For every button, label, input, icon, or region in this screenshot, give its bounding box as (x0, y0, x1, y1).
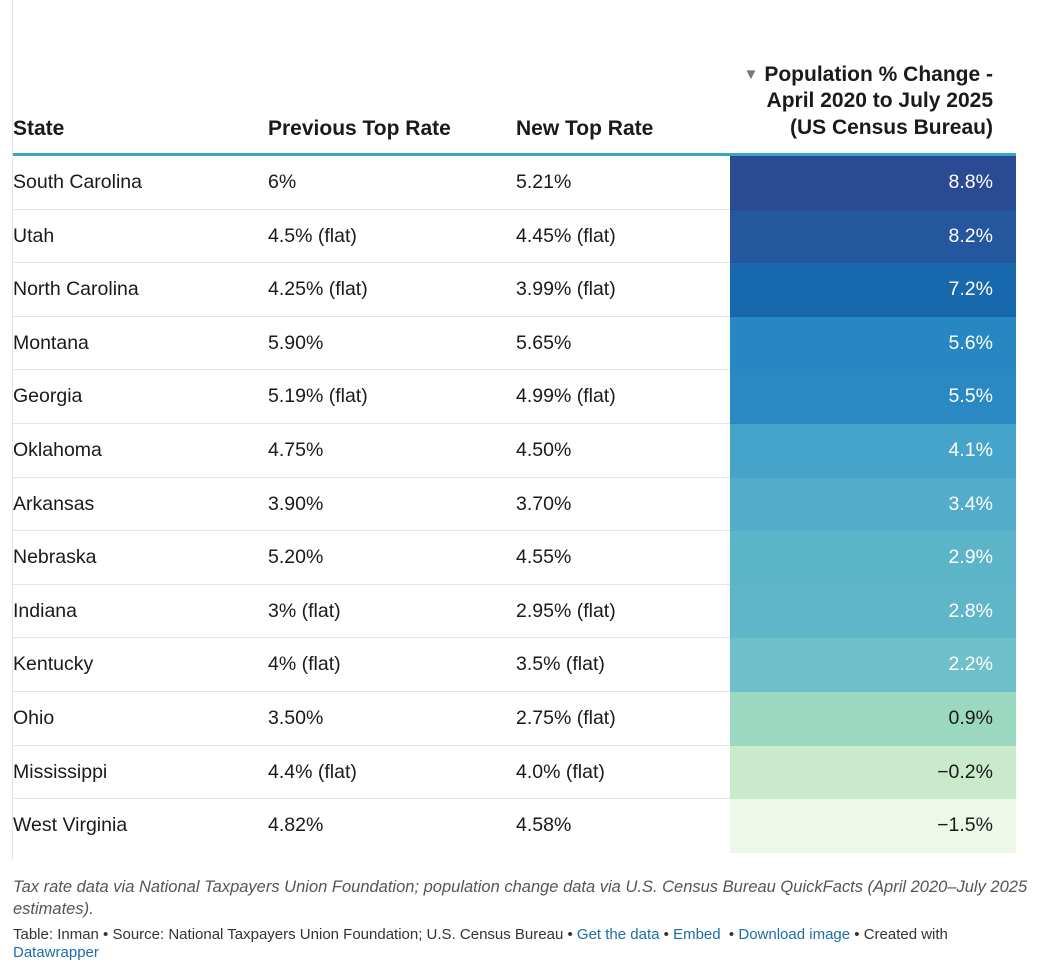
state-cell: Georgia (13, 385, 83, 408)
table-row: Nebraska 5.20% 4.55% 2.9% (13, 531, 1016, 585)
state-cell: Oklahoma (13, 438, 102, 461)
state-cell: Nebraska (13, 546, 97, 569)
state-cell: Montana (13, 331, 89, 354)
population-change-cell: −1.5% (730, 799, 1016, 853)
population-change-cell: −0.2% (730, 745, 1016, 800)
new-rate-cell: 2.75% (flat) (516, 706, 616, 729)
state-cell: North Carolina (13, 278, 139, 301)
population-change-cell: 2.8% (730, 584, 1016, 639)
footer-created-with: Created with (863, 926, 948, 943)
footer: Table: Inman • Source: National Taxpayer… (13, 926, 1033, 962)
previous-rate-cell: 4.25% (flat) (268, 278, 368, 301)
datawrapper-link[interactable]: Datawrapper (13, 944, 99, 961)
download-image-link[interactable]: Download image (738, 926, 851, 943)
footer-separator: • (659, 926, 674, 943)
new-rate-cell: 3.70% (516, 492, 572, 515)
sort-descending-icon[interactable]: ▼ (743, 65, 759, 83)
previous-rate-cell: 3% (flat) (268, 599, 341, 622)
state-cell: West Virginia (13, 814, 128, 837)
population-change-cell: 0.9% (730, 691, 1016, 746)
previous-rate-cell: 3.50% (268, 706, 324, 729)
footer-separator: • (98, 926, 113, 943)
table-row: Utah 4.5% (flat) 4.45% (flat) 8.2% (13, 209, 1016, 264)
previous-rate-cell: 4.4% (flat) (268, 760, 357, 783)
footer-separator: • (850, 926, 864, 943)
column-header-state[interactable]: State (13, 117, 65, 140)
new-rate-cell: 5.65% (516, 331, 572, 354)
population-change-cell: 5.6% (730, 316, 1016, 371)
previous-rate-cell: 4.82% (268, 814, 324, 837)
previous-rate-cell: 3.90% (268, 492, 324, 515)
new-rate-cell: 4.0% (flat) (516, 760, 605, 783)
population-change-cell: 2.2% (730, 638, 1016, 692)
footer-table-label: Table: Inman (13, 926, 99, 943)
data-table: State Previous Top Rate New Top Rate ▼ Po… (13, 0, 1016, 853)
new-rate-cell: 5.21% (516, 171, 572, 193)
previous-rate-cell: 6% (268, 171, 297, 193)
new-rate-cell: 4.45% (flat) (516, 224, 616, 247)
column-header-new-top-rate[interactable]: New Top Rate (516, 117, 654, 140)
population-change-cell: 8.8% (730, 156, 1016, 210)
state-cell: Indiana (13, 599, 77, 622)
table-row: Arkansas 3.90% 3.70% 3.4% (13, 477, 1016, 532)
table-frame-line (12, 0, 13, 860)
table-row: Indiana 3% (flat) 2.95% (flat) 2.8% (13, 584, 1016, 639)
population-change-cell: 2.9% (730, 531, 1016, 585)
table-row: Georgia 5.19% (flat) 4.99% (flat) 5.5% (13, 370, 1016, 424)
state-cell: Mississippi (13, 760, 108, 783)
table-row: Oklahoma 4.75% 4.50% 4.1% (13, 423, 1016, 478)
embed-link[interactable]: Embed (673, 926, 721, 943)
population-change-cell: 4.1% (730, 423, 1016, 478)
population-change-cell: 3.4% (730, 477, 1016, 532)
column-header-previous-top-rate[interactable]: Previous Top Rate (268, 117, 451, 140)
previous-rate-cell: 5.20% (268, 546, 324, 569)
column-header-population-change[interactable]: ▼ Population % Change - April 2020 to Jul… (733, 62, 993, 142)
state-cell: Kentucky (13, 653, 94, 676)
previous-rate-cell: 4.5% (flat) (268, 224, 357, 247)
population-change-cell: 7.2% (730, 263, 1016, 317)
get-the-data-link[interactable]: Get the data (576, 926, 660, 943)
new-rate-cell: 4.55% (516, 546, 572, 569)
footer-separator: • (724, 926, 739, 943)
new-rate-cell: 3.5% (flat) (516, 653, 605, 676)
previous-rate-cell: 4% (flat) (268, 653, 341, 676)
new-rate-cell: 4.50% (516, 438, 572, 461)
population-change-cell: 5.5% (730, 370, 1016, 424)
footer-source: Source: National Taxpayers Union Foundat… (112, 926, 564, 943)
table-row: Ohio 3.50% 2.75% (flat) 0.9% (13, 691, 1016, 746)
state-cell: South Carolina (13, 171, 142, 193)
table-row: West Virginia 4.82% 4.58% −1.5% (13, 799, 1016, 853)
table-notes: Tax rate data via National Taxpayers Uni… (13, 878, 1028, 918)
new-rate-cell: 3.99% (flat) (516, 278, 616, 301)
state-cell: Ohio (13, 706, 55, 729)
table-row: Montana 5.90% 5.65% 5.6% (13, 316, 1016, 371)
previous-rate-cell: 4.75% (268, 438, 324, 461)
table-header: State Previous Top Rate New Top Rate ▼ Po… (13, 0, 1016, 156)
table-row: South Carolina 6% 5.21% 8.8% (13, 156, 1016, 210)
table-row: North Carolina 4.25% (flat) 3.99% (flat) 7.… (13, 263, 1016, 317)
new-rate-cell: 2.95% (flat) (516, 599, 616, 622)
previous-rate-cell: 5.19% (flat) (268, 385, 368, 408)
table-body: South Carolina 6% 5.21% 8.8% Utah 4.5% (flat)… (13, 156, 1016, 853)
population-change-cell: 8.2% (730, 209, 1016, 264)
new-rate-cell: 4.58% (516, 814, 572, 837)
new-rate-cell: 4.99% (flat) (516, 385, 616, 408)
previous-rate-cell: 5.90% (268, 331, 324, 354)
table-row: Mississippi 4.4% (flat) 4.0% (flat) −0.2% (13, 745, 1016, 800)
table-row: Kentucky 4% (flat) 3.5% (flat) 2.2% (13, 638, 1016, 692)
state-cell: Arkansas (13, 492, 95, 515)
footer-separator: • (563, 926, 577, 943)
state-cell: Utah (13, 224, 55, 247)
population-header-label: Population % Change - April 2020 to July… (764, 62, 993, 139)
